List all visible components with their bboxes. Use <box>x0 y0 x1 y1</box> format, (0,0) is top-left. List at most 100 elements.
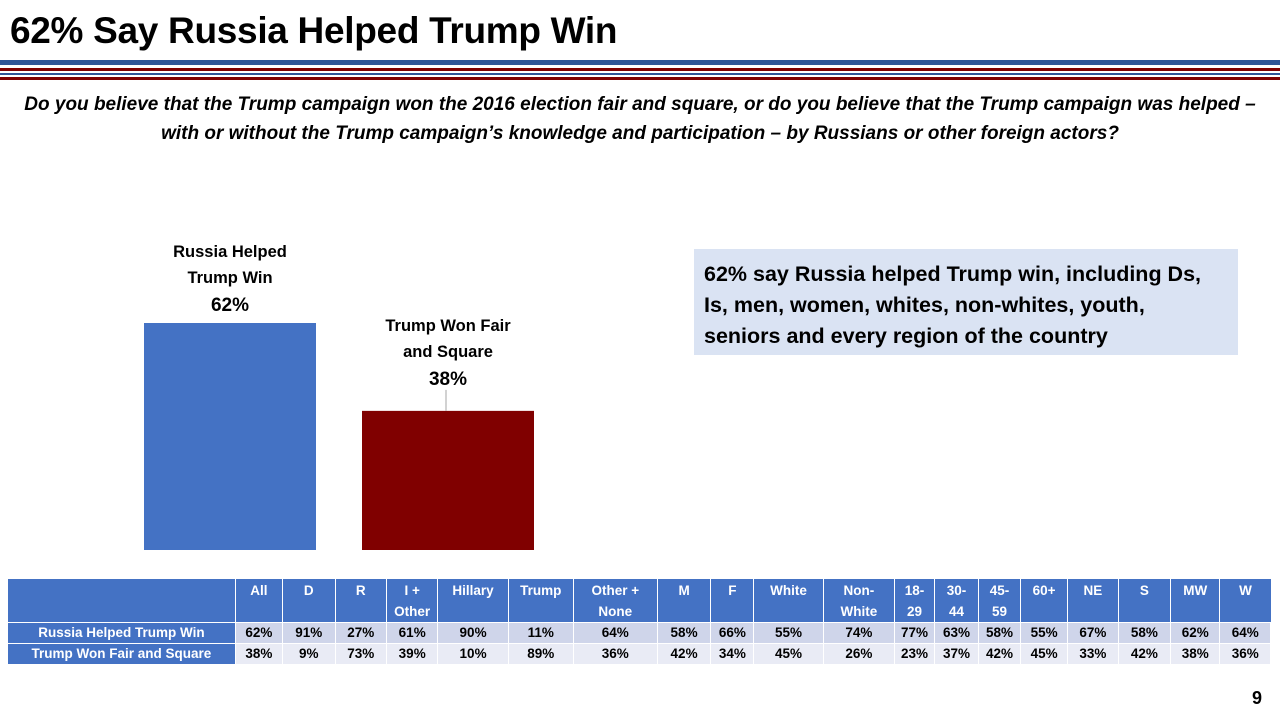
table-cell: 90% <box>437 622 509 644</box>
table-cell: 73% <box>334 643 387 665</box>
table-header-text: 45- <box>989 583 1010 598</box>
survey-question: Do you believe that the Trump campaign w… <box>24 94 1256 144</box>
table-header-cell: S <box>1117 579 1171 623</box>
table-cell: 55% <box>1019 622 1069 644</box>
table-row: Russia Helped Trump Win 62% 91% 27% 61% 90% 11… <box>7 622 1271 644</box>
table-header-cell: 18- 29 <box>894 579 935 623</box>
table-cell: 26% <box>822 643 896 665</box>
callout-box: 62% say Russia helped Trump win, includi… <box>694 249 1238 355</box>
title-rule-blue-thin <box>0 73 1280 75</box>
table-cell: 77% <box>894 622 935 644</box>
table-cell: 27% <box>334 622 387 644</box>
table-header-text: F <box>728 583 737 598</box>
table-cell: 42% <box>978 643 1021 665</box>
table-cell: 62% <box>234 622 284 644</box>
table-header-text: All <box>250 583 268 598</box>
table-cell: 91% <box>282 622 336 644</box>
table-header-cell: W <box>1219 579 1271 623</box>
table-header-text: W <box>1239 583 1252 598</box>
table-row-label: Russia Helped Trump Win <box>7 622 236 644</box>
table-header-cell: D <box>282 579 336 623</box>
table-header-text: 59 <box>991 604 1008 619</box>
table-header-text: M <box>678 583 690 598</box>
table-cell: 63% <box>933 622 980 644</box>
table-header-cell: MW <box>1170 579 1220 623</box>
bar-category-label-2-line-2: and Square <box>403 343 493 361</box>
table-header-text: None <box>598 604 633 619</box>
bar-chart: 62% Russia Helped Trump Win 38% Trump Won Fa… <box>144 243 534 550</box>
table-cell: 37% <box>933 643 980 665</box>
table-cell: 34% <box>710 643 755 665</box>
table-header-row: All D R I + Other Hillary Trump Other + None M F Wh… <box>7 579 1271 623</box>
page-title: 62% Say Russia Helped Trump Win <box>10 10 618 51</box>
table-cell: 67% <box>1067 622 1119 644</box>
table-header-text: MW <box>1183 583 1208 598</box>
table-header-text: White <box>840 604 878 619</box>
table-cell: 66% <box>710 622 755 644</box>
table-cell: 58% <box>1117 622 1172 644</box>
table-cell: 45% <box>753 643 824 665</box>
bar-1 <box>144 323 316 550</box>
page-number: 9 <box>1251 688 1262 708</box>
table-cell: 42% <box>1117 643 1172 665</box>
table-cell: 42% <box>656 643 712 665</box>
table-header-text: 18- <box>904 583 925 598</box>
table-header-text: Hillary <box>452 583 494 598</box>
table-header-text: D <box>303 583 314 598</box>
table-cell: 39% <box>385 643 439 665</box>
table-header-cell: Other + None <box>572 579 658 623</box>
table-header-cell: 45- 59 <box>978 579 1021 623</box>
table-cell: 36% <box>572 643 658 665</box>
table-header-cell: 60+ <box>1019 579 1068 623</box>
table-header-cell: Non- White <box>822 579 895 623</box>
table-header-cell: Trump <box>507 579 574 623</box>
bar-value-label-2: 38% <box>429 369 467 390</box>
table-cell: 9% <box>282 643 336 665</box>
table-cell: 61% <box>385 622 439 644</box>
table-cell: 64% <box>1219 622 1271 644</box>
bar-value-label-1: 62% <box>211 295 249 316</box>
table-header-text: I + <box>404 583 420 598</box>
table-header-cell: F <box>710 579 754 623</box>
table-cell: 58% <box>656 622 712 644</box>
table-header-text: White <box>770 583 807 598</box>
bar-category-label-1-line-1: Russia Helped <box>173 243 287 261</box>
table-header-cell: M <box>656 579 711 623</box>
table-header-text: Other <box>394 604 431 619</box>
table-header-cell: 30- 44 <box>933 579 979 623</box>
table-header-cell: NE <box>1067 579 1119 623</box>
title-rule-blue <box>0 60 1280 65</box>
table-cell: 74% <box>822 622 896 644</box>
table-cell: 58% <box>978 622 1021 644</box>
table-row: Trump Won Fair and Square 38% 9% 73% 39% 10% 8… <box>7 643 1271 665</box>
title-rule-red-bottom <box>0 77 1280 80</box>
table-cell: 64% <box>572 622 658 644</box>
table-cell: 33% <box>1067 643 1119 665</box>
bar-category-label-2-line-1: Trump Won Fair <box>385 317 511 335</box>
table-cell: 23% <box>894 643 935 665</box>
table-cell: 38% <box>1170 643 1221 665</box>
table-cell: 10% <box>437 643 509 665</box>
table-header-cell: All <box>234 579 283 623</box>
bar-category-label-1-line-2: Trump Win <box>187 269 272 287</box>
table-cell: 36% <box>1219 643 1271 665</box>
crosstab-table: All D R I + Other Hillary Trump Other + None M F Wh… <box>7 579 1271 665</box>
title-rule-red <box>0 68 1280 71</box>
table-header-cell: Hillary <box>437 579 509 623</box>
table-header-text: 60+ <box>1032 583 1056 598</box>
table-header-text: 30- <box>946 583 967 598</box>
bar-2 <box>362 410 534 550</box>
table-row-label: Trump Won Fair and Square <box>7 643 236 665</box>
table-cell: 45% <box>1019 643 1069 665</box>
table-cell: 55% <box>753 622 824 644</box>
table-cell: 38% <box>234 643 284 665</box>
table-header-text: NE <box>1083 583 1103 598</box>
table-header-text: 29 <box>906 604 922 619</box>
table-header-text: Other + <box>591 583 640 598</box>
table-header-corner <box>7 579 236 623</box>
table-header-text: R <box>355 583 366 598</box>
table-header-text: 44 <box>948 604 964 619</box>
table-header-text: Trump <box>520 583 562 598</box>
table-cell: 62% <box>1170 622 1221 644</box>
table-header-cell: White <box>753 579 824 623</box>
